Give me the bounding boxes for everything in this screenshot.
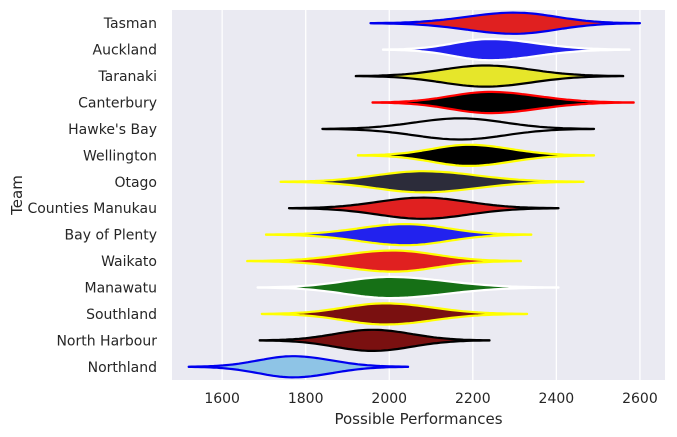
x-tick-label: 2200 xyxy=(455,391,491,407)
y-tick-label: Taranaki xyxy=(97,69,157,85)
y-tick-label: Counties Manukau xyxy=(27,201,157,217)
violin-tasman xyxy=(369,11,642,35)
violin-manawatu xyxy=(256,275,560,300)
y-axis-label: Team xyxy=(8,175,26,216)
violin-northland xyxy=(187,355,410,379)
y-tick-label: Tasman xyxy=(103,16,157,32)
y-tick-label: Hawke's Bay xyxy=(68,122,157,138)
violin-canterbury xyxy=(371,90,635,115)
violin-bay-of-plenty xyxy=(264,223,533,247)
y-tick-label: Canterbury xyxy=(78,96,157,112)
x-tick-labels: 1600 1800 2000 2200 2400 2600 xyxy=(204,391,657,407)
x-tick-label: 2600 xyxy=(622,391,658,407)
y-tick-label: Waikato xyxy=(101,254,157,270)
y-tick-label: Southland xyxy=(86,307,157,323)
x-tick-label: 2000 xyxy=(371,391,407,407)
x-tick-label: 2400 xyxy=(539,391,575,407)
violin-wellington xyxy=(356,143,596,167)
y-tick-label: Auckland xyxy=(93,43,157,59)
x-tick-label: 1600 xyxy=(204,391,240,407)
y-tick-label: Bay of Plenty xyxy=(65,228,157,244)
y-tick-label: Wellington xyxy=(83,148,157,164)
x-tick-label: 1800 xyxy=(288,391,324,407)
y-tick-labels: Tasman Auckland Taranaki Canterbury Hawke's … xyxy=(27,16,157,376)
y-tick-label: Otago xyxy=(114,175,157,191)
violin-counties-manukau xyxy=(287,196,560,220)
y-tick-label: North Harbour xyxy=(56,333,157,349)
plot-background xyxy=(172,10,665,380)
violin-otago xyxy=(279,170,585,194)
violin-hawke-s-bay xyxy=(321,117,596,141)
violin-waikato xyxy=(246,249,523,273)
violin-southland xyxy=(260,302,529,326)
y-tick-label: Northland xyxy=(88,360,157,376)
violin-auckland xyxy=(381,37,631,62)
y-tick-label: Manawatu xyxy=(84,281,157,297)
violin-taranaki xyxy=(354,64,625,88)
violins xyxy=(187,11,642,379)
violin-north-harbour xyxy=(258,328,491,352)
x-axis-label: Possible Performances xyxy=(334,410,502,428)
